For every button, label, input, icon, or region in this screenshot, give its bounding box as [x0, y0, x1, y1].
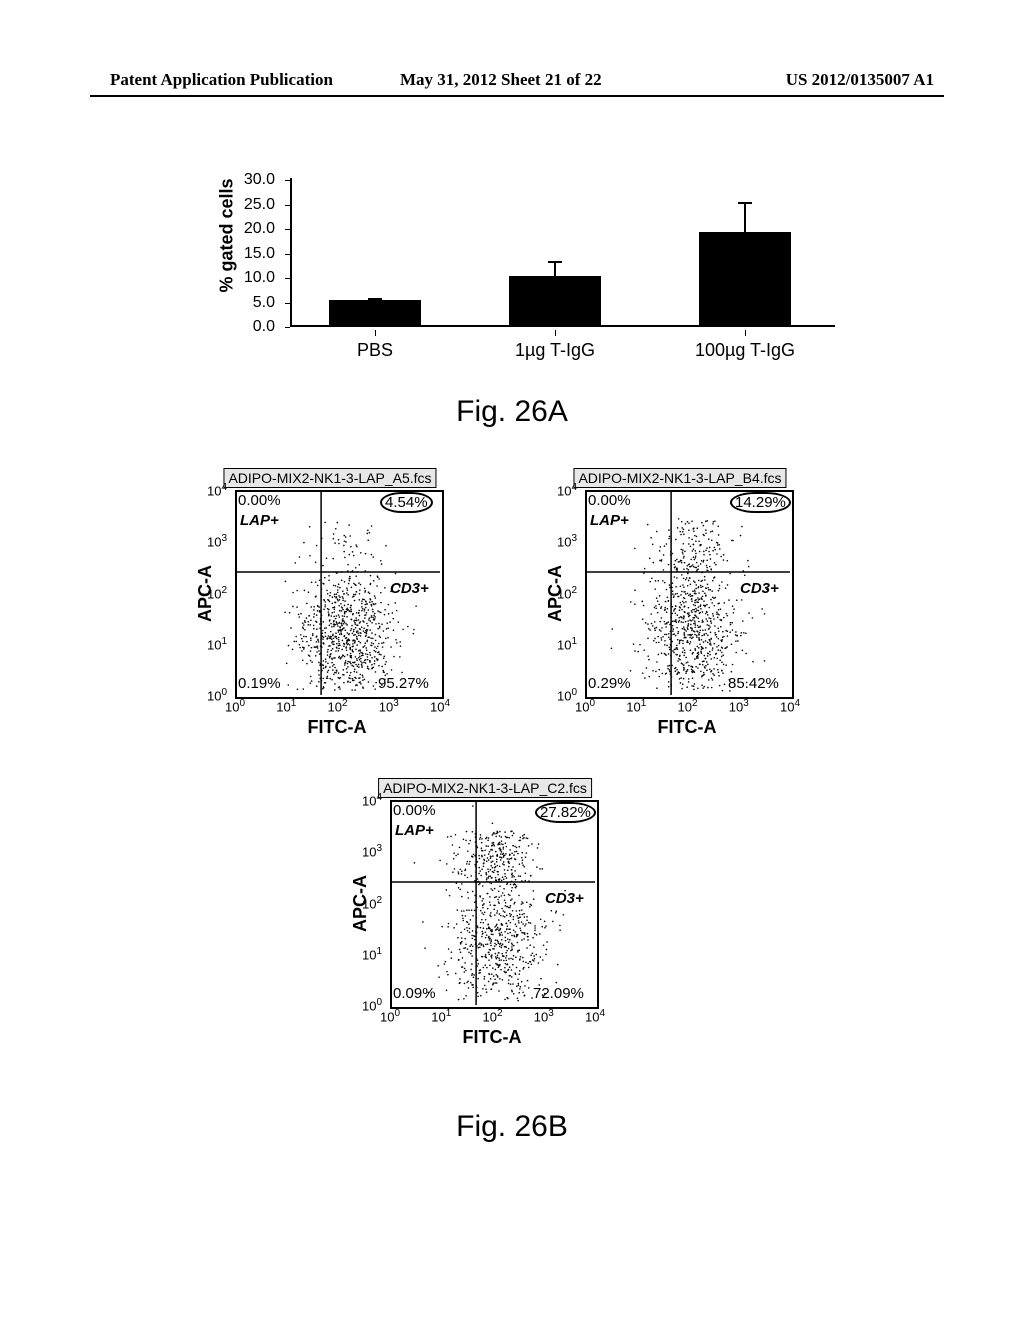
quad-tr-pct: 14.29%: [730, 492, 791, 513]
bar-x-axis: [290, 325, 835, 327]
bar-xlabel: 100µg T-IgG: [675, 340, 815, 361]
facs-ytick: 103: [557, 533, 577, 549]
bar-chart-26a: % gated cells 0.05.010.015.020.025.030.0…: [230, 180, 830, 355]
bar: [509, 276, 601, 325]
bar-ytick: 15.0: [225, 245, 275, 263]
quad-br-pct: 72.09%: [533, 985, 584, 1002]
facs-xtick: 104: [430, 698, 450, 714]
facs-xtick: 101: [626, 698, 646, 714]
facs-xtick: 103: [729, 698, 749, 714]
facs-ytick: 101: [557, 636, 577, 652]
facs-ytick: 104: [207, 482, 227, 498]
facs-xtick: 102: [328, 698, 348, 714]
facs-ytick: 104: [557, 482, 577, 498]
cd3-marker-label: CD3+: [740, 580, 779, 597]
quad-bl-pct: 0.29%: [588, 675, 631, 692]
facs-plot-c2: ADIPO-MIX2-NK1-3-LAP_C2.fcs0.00%27.82%0.…: [355, 800, 615, 1060]
bar-ytick: 30.0: [225, 171, 275, 189]
quad-br-pct: 95.27%: [378, 675, 429, 692]
facs-ytick: 100: [362, 997, 382, 1013]
header-left: Patent Application Publication: [110, 70, 333, 90]
facs-plot-a5: ADIPO-MIX2-NK1-3-LAP_A5.fcs0.00%4.54%0.1…: [200, 490, 460, 750]
quad-br-pct: 85.42%: [728, 675, 779, 692]
facs-title: ADIPO-MIX2-NK1-3-LAP_B4.fcs: [573, 468, 786, 488]
facs-xlabel: FITC-A: [658, 717, 717, 738]
facs-ytick: 102: [207, 585, 227, 601]
header-rule: [90, 95, 944, 97]
header-middle: May 31, 2012 Sheet 21 of 22: [400, 70, 602, 90]
facs-ytick: 102: [362, 895, 382, 911]
quad-tr-pct: 4.54%: [380, 492, 433, 513]
quad-tr-pct: 27.82%: [535, 802, 596, 823]
fig-26b-caption: Fig. 26B: [0, 1110, 1024, 1144]
lap-marker-label: LAP+: [240, 512, 279, 529]
facs-ytick: 100: [557, 687, 577, 703]
facs-xtick: 103: [379, 698, 399, 714]
header-right: US 2012/0135007 A1: [786, 70, 934, 90]
facs-xtick: 103: [534, 1008, 554, 1024]
bar-ytick: 10.0: [225, 269, 275, 287]
bar-ytick: 25.0: [225, 196, 275, 214]
facs-xtick: 100: [380, 1008, 400, 1024]
cd3-marker-label: CD3+: [390, 580, 429, 597]
quad-tl-pct: 0.00%: [588, 492, 631, 509]
facs-ytick: 101: [207, 636, 227, 652]
facs-xtick: 101: [276, 698, 296, 714]
facs-ytick: 103: [362, 843, 382, 859]
facs-ytick: 100: [207, 687, 227, 703]
bar-ytick: 0.0: [225, 318, 275, 336]
facs-ytick: 102: [557, 585, 577, 601]
facs-xtick: 102: [678, 698, 698, 714]
facs-ytick: 104: [362, 792, 382, 808]
quad-tl-pct: 0.00%: [238, 492, 281, 509]
facs-plot-b4: ADIPO-MIX2-NK1-3-LAP_B4.fcs0.00%14.29%0.…: [550, 490, 810, 750]
lap-marker-label: LAP+: [395, 822, 434, 839]
lap-marker-label: LAP+: [590, 512, 629, 529]
facs-xlabel: FITC-A: [463, 1027, 522, 1048]
quad-bl-pct: 0.19%: [238, 675, 281, 692]
facs-title: ADIPO-MIX2-NK1-3-LAP_A5.fcs: [223, 468, 436, 488]
bar-ytick: 20.0: [225, 220, 275, 238]
quad-tl-pct: 0.00%: [393, 802, 436, 819]
bar-y-axis: [290, 178, 292, 325]
facs-ytick: 101: [362, 946, 382, 962]
cd3-marker-label: CD3+: [545, 890, 584, 907]
bar: [329, 300, 421, 325]
facs-xtick: 104: [780, 698, 800, 714]
bar-xlabel: 1µg T-IgG: [485, 340, 625, 361]
facs-xtick: 101: [431, 1008, 451, 1024]
quad-bl-pct: 0.09%: [393, 985, 436, 1002]
facs-title: ADIPO-MIX2-NK1-3-LAP_C2.fcs: [378, 778, 592, 798]
bar-ytick: 5.0: [225, 294, 275, 312]
facs-xtick: 104: [585, 1008, 605, 1024]
bar-xlabel: PBS: [305, 340, 445, 361]
facs-xlabel: FITC-A: [308, 717, 367, 738]
facs-ytick: 103: [207, 533, 227, 549]
facs-xtick: 100: [575, 698, 595, 714]
page: Patent Application Publication May 31, 2…: [0, 0, 1024, 1320]
fig-26a-caption: Fig. 26A: [0, 395, 1024, 429]
bar: [699, 232, 791, 325]
facs-xtick: 102: [483, 1008, 503, 1024]
facs-xtick: 100: [225, 698, 245, 714]
